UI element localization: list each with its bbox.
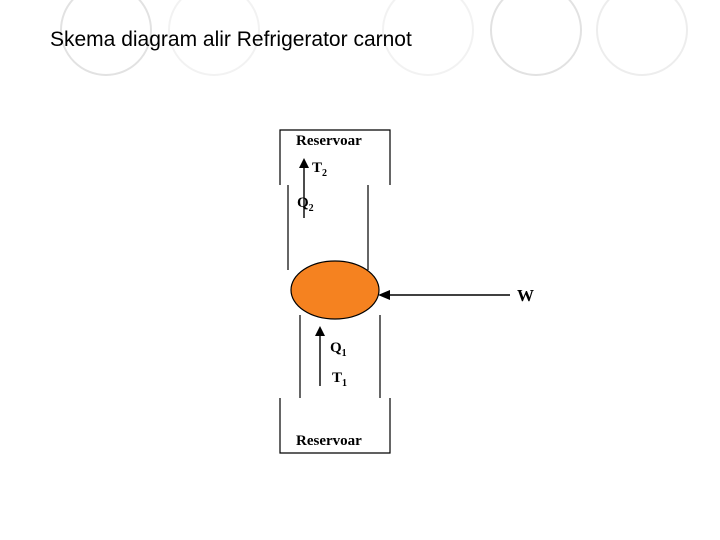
w-text: W	[517, 286, 534, 305]
reservoir-bottom-label: Reservoar	[296, 433, 362, 450]
q1-label: Q1	[330, 340, 347, 359]
reservoir-top-label: Reservoar	[296, 133, 362, 150]
t1-text: T	[332, 370, 342, 386]
q2-label: Q2	[297, 195, 314, 214]
q1-text: Q	[330, 340, 342, 356]
q1-arrow	[314, 326, 326, 386]
engine-ellipse	[291, 260, 379, 320]
q2-sub: 2	[309, 203, 314, 214]
q1-sub: 1	[342, 348, 347, 359]
t2-sub: 2	[322, 168, 327, 179]
t1-sub: 1	[342, 378, 347, 389]
t2-text: T	[312, 160, 322, 176]
w-arrow	[378, 289, 510, 301]
w-label: W	[517, 286, 534, 306]
deco-circle-5	[596, 0, 688, 76]
deco-circle-4	[490, 0, 582, 76]
t2-label: T2	[312, 160, 327, 179]
q2-text: Q	[297, 195, 309, 211]
t1-label: T1	[332, 370, 347, 389]
page-title: Skema diagram alir Refrigerator carnot	[50, 28, 412, 52]
